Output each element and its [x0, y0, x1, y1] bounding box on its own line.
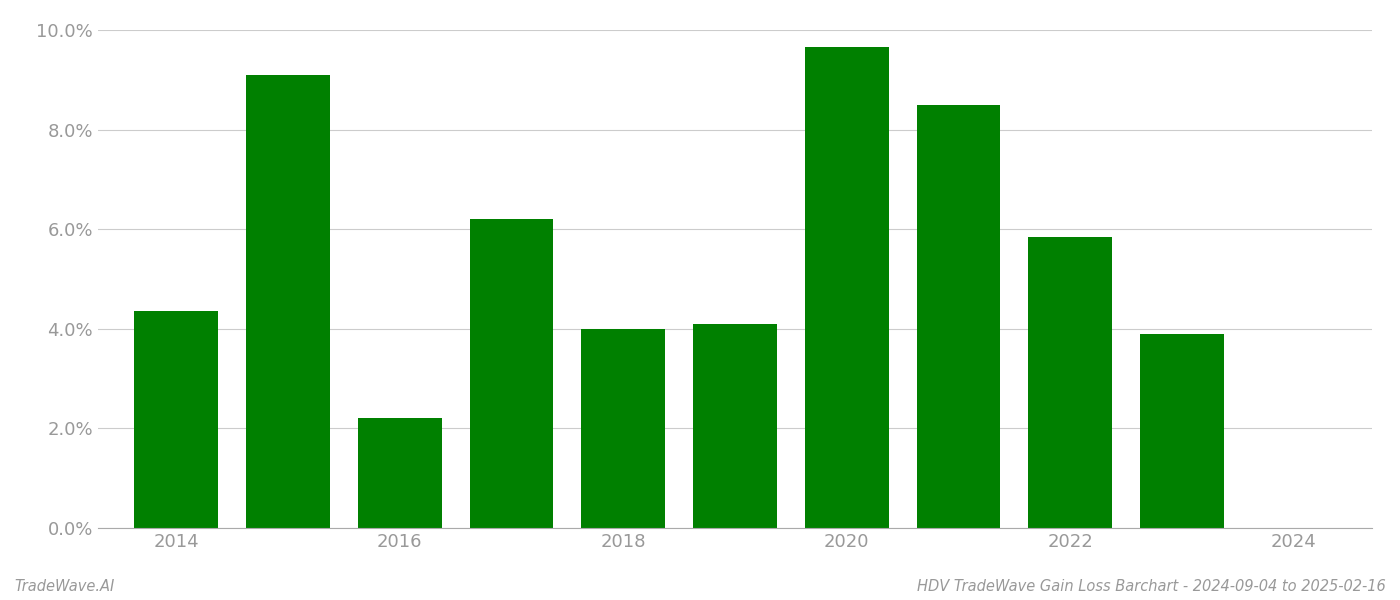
Text: HDV TradeWave Gain Loss Barchart - 2024-09-04 to 2025-02-16: HDV TradeWave Gain Loss Barchart - 2024-… — [917, 579, 1386, 594]
Bar — [1140, 334, 1224, 528]
Bar — [1029, 236, 1112, 528]
Text: TradeWave.AI: TradeWave.AI — [14, 579, 115, 594]
Bar — [917, 104, 1001, 528]
Bar — [358, 418, 441, 528]
Bar — [581, 329, 665, 528]
Bar — [469, 219, 553, 528]
Bar — [134, 311, 218, 528]
Bar — [246, 75, 330, 528]
Bar — [805, 47, 889, 528]
Bar — [693, 324, 777, 528]
